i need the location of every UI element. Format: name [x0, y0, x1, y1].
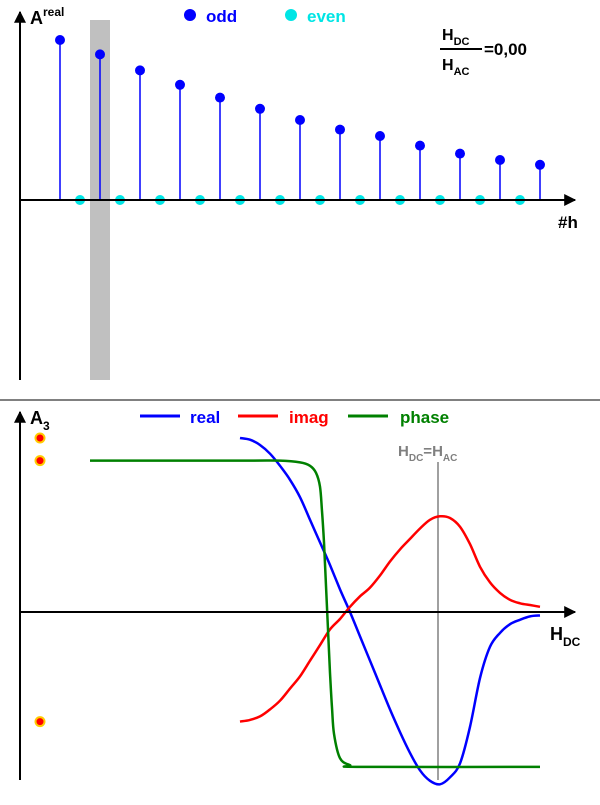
start-marker-real [34, 432, 46, 444]
ratio-denominator: HAC [442, 57, 470, 78]
series-line-imag [239, 514, 541, 723]
y-axis-label: Areal [30, 5, 64, 28]
point-odd-h1 [55, 35, 65, 45]
legend-phase-label: phase [400, 408, 449, 427]
point-odd-h7 [175, 79, 185, 90]
legend-even-marker [285, 9, 297, 21]
point-odd-h19 [415, 140, 425, 151]
legend: real imag phase [140, 408, 449, 427]
start-marker-imag [34, 716, 46, 728]
legend-odd-label: odd [206, 7, 237, 26]
legend-imag-label: imag [289, 408, 329, 427]
stem-series-layer [55, 35, 545, 205]
point-odd-h15 [335, 124, 345, 135]
ratio-annotation: HDC HAC =0,00 [440, 27, 527, 78]
ratio-value: =0,00 [484, 40, 527, 59]
point-odd-h3 [95, 49, 105, 60]
legend-real-label: real [190, 408, 220, 427]
series-line-phase [89, 459, 541, 769]
third-harmonic-chart: HDC=HAC A3 HDC real imag phase [14, 408, 581, 786]
x-axis-label: HDC [550, 624, 581, 649]
point-odd-h5 [135, 65, 145, 76]
point-odd-h9 [215, 92, 225, 103]
endpoint-marker-layer [34, 432, 46, 728]
legend: odd even [184, 7, 346, 26]
start-marker-phase [34, 455, 46, 467]
series-line-real [239, 436, 541, 786]
legend-odd-marker [184, 9, 196, 21]
ratio-numerator: HDC [442, 27, 470, 48]
point-odd-h23 [495, 155, 505, 165]
line-series-layer [89, 436, 541, 786]
legend-even-label: even [307, 7, 346, 26]
point-odd-h25 [535, 159, 545, 170]
point-odd-h11 [255, 103, 265, 114]
hdc-equals-hac-label: HDC=HAC [398, 443, 457, 464]
point-odd-h13 [295, 115, 305, 125]
point-odd-h17 [375, 131, 385, 141]
x-axis-label: #h [558, 213, 578, 232]
y-axis-label: A3 [30, 408, 50, 433]
harmonic-spectrum-chart: Areal #h odd even HDC HAC =0,00 [14, 5, 578, 380]
point-odd-h21 [455, 148, 465, 159]
